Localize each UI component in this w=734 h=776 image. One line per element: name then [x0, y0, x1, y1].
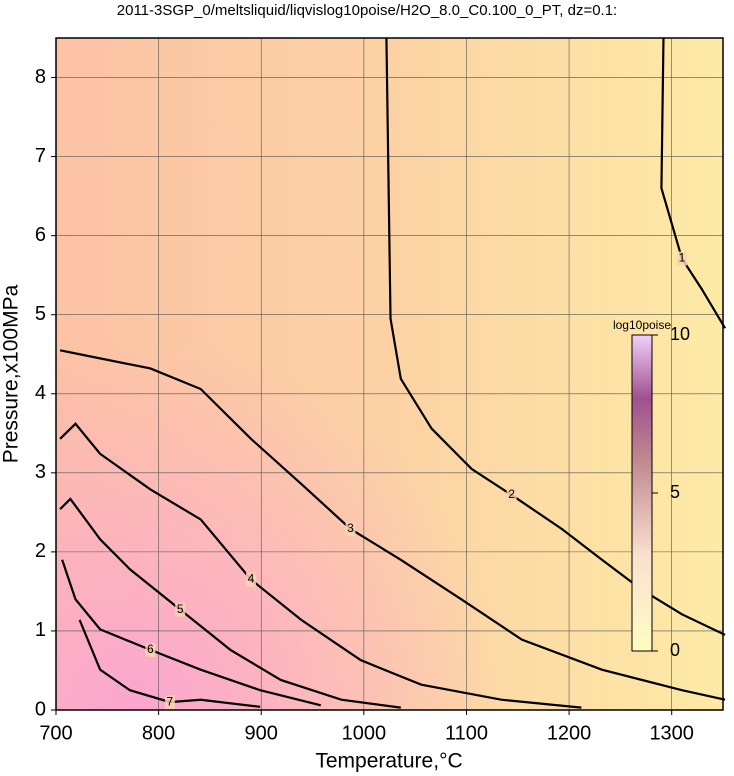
x-tick-label: 1200 [547, 722, 592, 744]
y-tick-label: 2 [35, 540, 46, 562]
contour-label-bg [676, 251, 687, 266]
plot-frame [55, 37, 724, 711]
x-tick-label: 1300 [649, 722, 694, 744]
x-tick-label: 1100 [445, 722, 488, 744]
x-tick-label: 1000 [342, 722, 387, 744]
plot-shading [56, 38, 723, 710]
x-tick-label: 700 [39, 722, 72, 744]
contour-label: 3 [347, 521, 354, 535]
x-tick-label: 800 [142, 722, 175, 744]
colorbar-tick-label: 5 [670, 482, 680, 502]
colorbar-label: log10poise [613, 318, 671, 332]
contour-label-bg [175, 602, 186, 617]
contour-label: 2 [508, 487, 515, 501]
colorbar [631, 334, 653, 652]
y-tick-label: 0 [35, 698, 46, 720]
y-tick-label: 6 [35, 224, 46, 246]
colorbar-tick-label: 10 [670, 324, 690, 344]
colorbar-tick-label: 0 [670, 640, 680, 660]
y-tick-label: 8 [35, 66, 46, 88]
contour-label-bg [506, 487, 517, 502]
y-tick-label: 1 [35, 619, 46, 641]
contour-label: 4 [248, 572, 255, 586]
contour-label-bg [164, 695, 175, 710]
contour-label-bg [345, 521, 356, 536]
contour-label-bg [145, 642, 156, 657]
contour-label-bg [245, 572, 256, 587]
contour-label: 7 [167, 694, 174, 708]
y-axis-label: Pressure,x100MPa [0, 284, 23, 463]
y-tick-label: 4 [35, 382, 46, 404]
contour-line [78, 619, 261, 708]
contour-label: 1 [679, 251, 686, 265]
y-tick-label: 5 [35, 303, 46, 325]
chart-title: 2011-3SGP_0/meltsliquid/liqvislog10poise… [117, 2, 617, 19]
x-axis-label: Temperature,°C [315, 750, 462, 773]
contour-label: 6 [147, 642, 154, 656]
x-tick-label: 900 [245, 722, 278, 744]
contour-label: 5 [177, 602, 184, 616]
y-tick-label: 3 [35, 461, 46, 483]
y-tick-label: 7 [35, 145, 46, 167]
